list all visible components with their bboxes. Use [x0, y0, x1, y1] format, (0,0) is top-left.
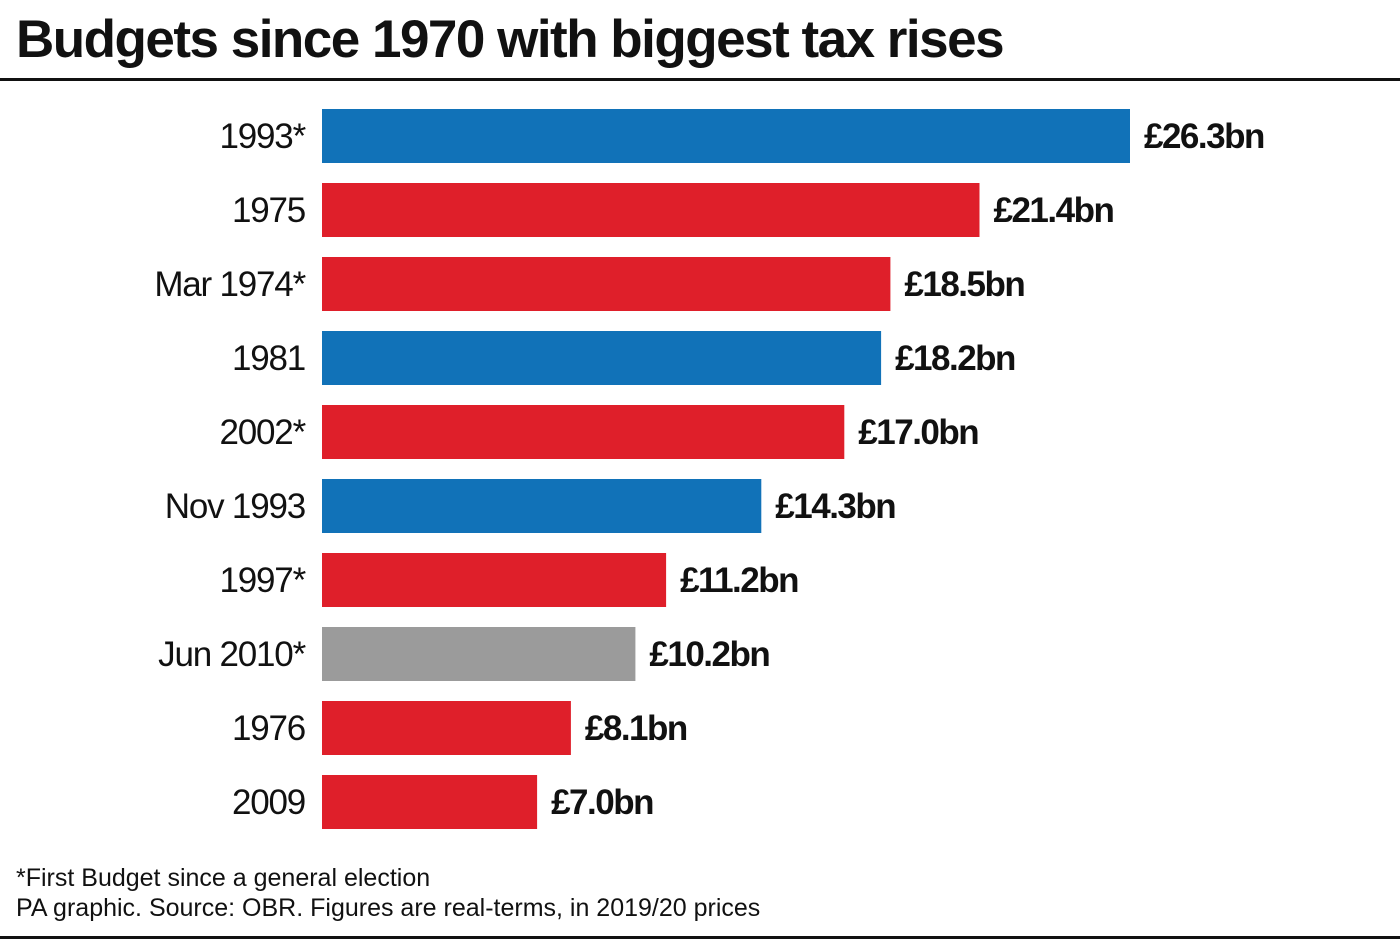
category-label: 1975 — [232, 191, 305, 230]
category-label: Jun 2010* — [158, 635, 306, 674]
bar-5 — [322, 405, 845, 459]
bar-3 — [322, 257, 891, 311]
category-label: 1981 — [232, 339, 305, 378]
bar-7 — [322, 553, 667, 607]
bottom-rule — [0, 936, 1400, 939]
bars-layer — [322, 109, 1130, 829]
category-label: 2002* — [220, 413, 307, 452]
source-credit: PA graphic. Source: OBR. Figures are rea… — [16, 894, 761, 922]
value-label: £17.0bn — [858, 413, 978, 452]
bar-4 — [322, 331, 882, 385]
bar-8 — [322, 627, 636, 681]
category-label: 1997* — [220, 561, 307, 600]
category-label: Nov 1993 — [165, 487, 305, 526]
footnote: *First Budget since a general election — [16, 864, 431, 892]
bar-1 — [322, 109, 1130, 163]
category-label: 1993* — [220, 117, 307, 156]
bar-6 — [322, 479, 762, 533]
category-labels-layer: 1993* 1975 Mar 1974* 1981 2002* Nov 1993 1997*… — [154, 117, 307, 822]
value-labels-layer: £26.3bn £21.4bn £18.5bn £18.2bn £17.0bn £14.3… — [551, 117, 1265, 822]
bar-2 — [322, 183, 980, 237]
title-rule — [0, 78, 1400, 81]
value-label: £26.3bn — [1144, 117, 1264, 156]
value-label: £11.2bn — [680, 561, 798, 600]
bar-10 — [322, 775, 538, 829]
category-label: 2009 — [232, 783, 305, 822]
bar-9 — [322, 701, 571, 755]
value-label: £14.3bn — [775, 487, 895, 526]
bar-chart: 1993* 1975 Mar 1974* 1981 2002* Nov 1993 1997*… — [154, 109, 1265, 829]
value-label: £7.0bn — [551, 783, 653, 822]
value-label: £18.5bn — [904, 265, 1024, 304]
category-label: 1976 — [232, 709, 305, 748]
chart-title: Budgets since 1970 with biggest tax rise… — [16, 10, 1005, 69]
value-label: £8.1bn — [585, 709, 687, 748]
category-label: Mar 1974* — [154, 265, 306, 304]
value-label: £21.4bn — [994, 191, 1114, 230]
value-label: £18.2bn — [895, 339, 1015, 378]
value-label: £10.2bn — [649, 635, 769, 674]
